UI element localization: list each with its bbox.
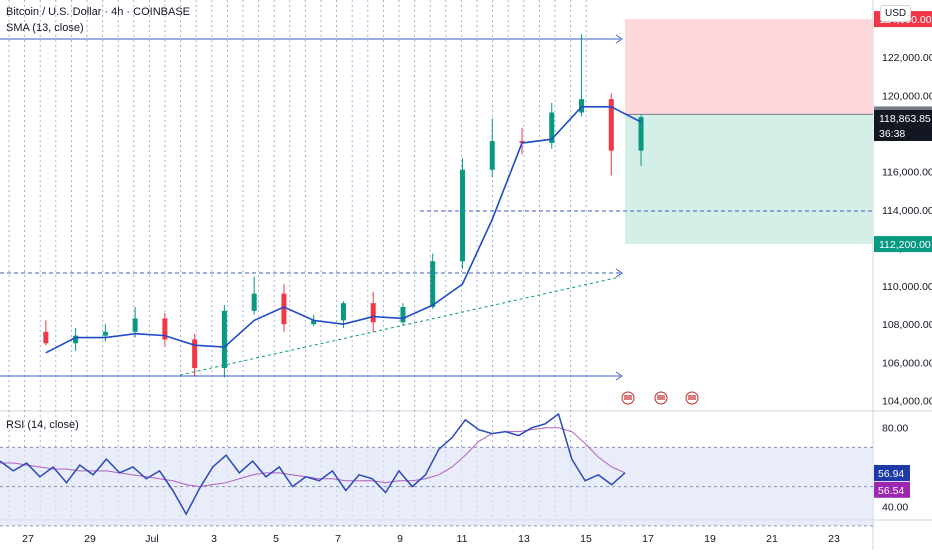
trend-line — [179, 276, 621, 376]
price-tick-label: 110,000.00 — [882, 281, 932, 293]
us-flag-icon — [624, 395, 632, 400]
time-tick-label: 21 — [766, 533, 778, 545]
candle-body — [579, 99, 585, 113]
candle-body — [519, 141, 525, 144]
take-profit-zone — [625, 114, 873, 245]
price-label-box — [874, 110, 932, 127]
candle-body — [43, 331, 49, 344]
us-flag-icon — [657, 395, 665, 400]
price-tick-label: 120,000.00 — [882, 90, 932, 102]
arrow-head — [615, 371, 623, 381]
candle-body — [608, 99, 614, 151]
price-tick-label: 122,000.00 — [882, 52, 932, 64]
rsi-line — [0, 412, 626, 516]
price-tick-label: 108,000.00 — [882, 319, 932, 331]
time-tick-label: 11 — [457, 533, 468, 545]
time-tick-label: 17 — [642, 533, 654, 545]
time-tick-label: 5 — [273, 533, 279, 545]
rsi-label-text: 56.54 — [878, 485, 904, 497]
candle-body — [192, 339, 198, 369]
candle-body — [162, 318, 168, 340]
candle-body — [311, 320, 317, 325]
price-label-box — [874, 125, 932, 142]
sma-legend[interactable]: SMA (13, close) — [6, 22, 84, 34]
candle-body — [638, 117, 644, 151]
time-tick-label: 23 — [828, 533, 840, 545]
candle-body — [489, 141, 495, 170]
rsi-label-text: 56.94 — [878, 468, 904, 480]
arrow-head — [615, 268, 623, 278]
currency-button[interactable]: USD — [880, 5, 912, 22]
candle-body — [340, 303, 346, 321]
candle-body — [132, 318, 138, 332]
rsi-label-box — [874, 464, 910, 481]
candle-body — [370, 303, 376, 323]
price-label-box — [874, 236, 932, 253]
arrow-head — [615, 34, 623, 44]
rsi-tick-label: 40.00 — [882, 501, 908, 513]
symbol-legend[interactable]: Bitcoin / U.S. Dollar · 4h · COINBASE — [6, 6, 190, 18]
rsi-band — [0, 447, 873, 526]
price-tick-label: 114,000.00 — [882, 205, 932, 217]
price-label-text: 118,863.85 — [879, 113, 931, 125]
time-tick-label: 19 — [704, 533, 716, 545]
price-tick-label: 116,000.00 — [882, 167, 932, 179]
candle-body — [549, 112, 555, 144]
candle-body — [281, 293, 287, 325]
candle-body — [221, 310, 227, 369]
time-tick-label: 15 — [580, 533, 592, 545]
time-tick-label: 29 — [84, 533, 96, 545]
candle-body — [102, 331, 108, 336]
candle-body — [73, 335, 79, 344]
rsi-legend[interactable]: RSI (14, close) — [6, 419, 79, 431]
rsi-label-box — [874, 481, 910, 498]
rsi-ma-line — [0, 427, 626, 488]
sma-line — [45, 105, 642, 354]
time-tick-label: 7 — [335, 533, 341, 545]
candle-body — [430, 261, 436, 308]
candle-body — [400, 307, 406, 323]
time-tick-label: 9 — [397, 533, 403, 545]
candle-body — [459, 169, 465, 262]
price-tick-label: 106,000.00 — [882, 357, 932, 369]
rsi-tick-label: 80.00 — [882, 423, 908, 435]
time-tick-label: Jul — [145, 533, 158, 545]
candle-body — [251, 293, 257, 311]
time-tick-label: 13 — [518, 533, 530, 545]
time-tick-label: 3 — [211, 533, 217, 545]
stop-loss-zone — [625, 19, 873, 115]
price-tick-label: 104,000.00 — [882, 395, 932, 407]
time-tick-label: 27 — [22, 533, 34, 545]
price-label-text: 112,200.00 — [879, 239, 931, 251]
price-label-text: 36:38 — [879, 128, 905, 140]
us-flag-icon — [688, 395, 696, 400]
